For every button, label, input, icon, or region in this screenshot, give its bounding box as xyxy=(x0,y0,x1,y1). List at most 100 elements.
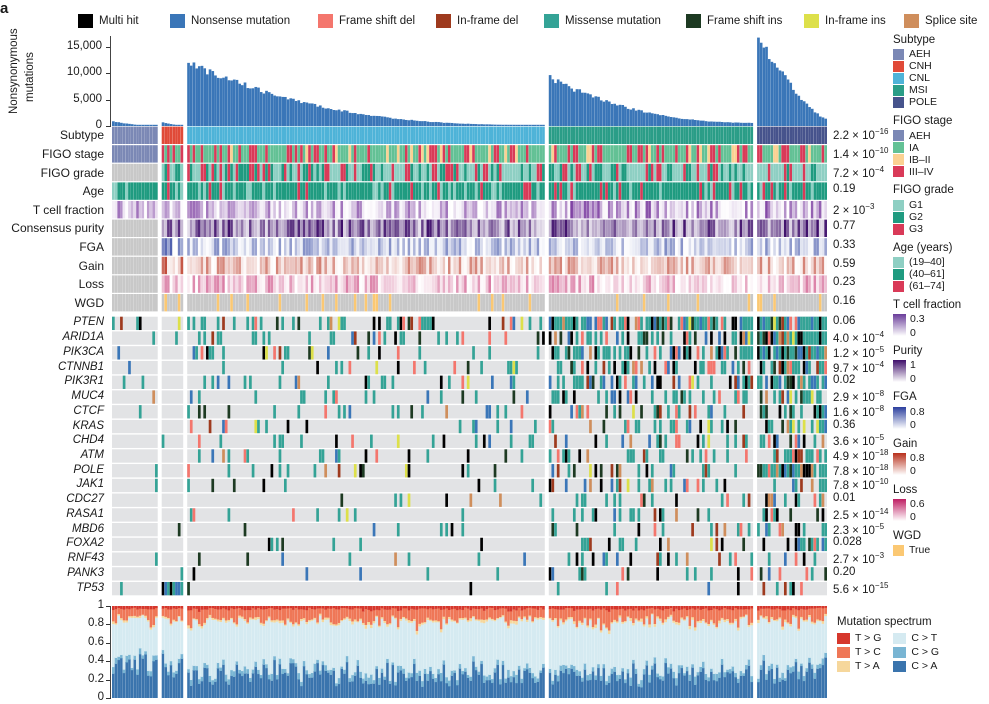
legend-label: C > T xyxy=(911,631,938,644)
legend-item-ib-ii: IB–II xyxy=(893,154,989,166)
axis-title-line2: mutations xyxy=(24,52,36,102)
spectrum-axis-tickmark xyxy=(106,642,111,644)
annotation-row-label-age: Age xyxy=(82,184,104,199)
annotation-row-label-subtype: Subtype xyxy=(59,128,104,143)
legend-swatch-icon xyxy=(893,268,904,280)
spectrum-axis-line xyxy=(110,606,112,698)
legend-item-g1: G1 xyxy=(893,198,989,211)
legend-swatch-icon xyxy=(904,14,919,28)
legend-label: (61–74] xyxy=(909,280,945,293)
legend-label: G1 xyxy=(909,198,924,211)
gene-row-label-foxa2: FOXA2 xyxy=(66,537,104,550)
gene-row-label-rnf43: RNF43 xyxy=(67,552,104,565)
gradient-min-label: 0 xyxy=(910,465,916,478)
legend-label: Multi hit xyxy=(99,15,139,27)
annotation-row-label-gain: Gain xyxy=(78,258,104,273)
gradient-swatch-icon xyxy=(893,360,906,383)
legend-swatch-icon xyxy=(893,646,907,658)
pvalue-age: 0.19 xyxy=(833,183,856,196)
gene-row-label-pten: PTEN xyxy=(73,316,104,329)
legend-gradient: 0.8 0 xyxy=(893,407,989,431)
legend-label: C > A xyxy=(911,659,938,672)
gradient-swatch-icon xyxy=(893,452,906,475)
legend-item--61-74-: (61–74] xyxy=(893,280,989,293)
legend-swatch-icon xyxy=(893,73,904,85)
legend-label: G2 xyxy=(909,210,924,223)
gene-row-label-jak1: JAK1 xyxy=(76,478,105,491)
legend-label: G3 xyxy=(909,222,924,235)
legend-block-gain: Gain 0.8 0 xyxy=(893,438,989,477)
legend-label: T > C xyxy=(855,645,881,658)
spectrum-axis-tickmark xyxy=(106,624,111,626)
spectrum-axis-tickmark xyxy=(106,698,111,699)
legend-swatch-icon xyxy=(893,166,904,178)
legend-swatch-icon xyxy=(893,85,904,97)
gene-row-label-chd4: CHD4 xyxy=(72,434,104,447)
gene-mutation-oncoprint xyxy=(112,316,827,596)
legend-block-title: FGA xyxy=(893,391,917,404)
legend-swatch-icon xyxy=(893,130,904,142)
legend-block-subtype: Subtype AEH CNH CNL MSI POLE xyxy=(893,34,989,109)
top-axis-tick-0: 15,000 xyxy=(66,39,102,52)
gradient-min-label: 0 xyxy=(910,326,916,339)
legend-swatch-icon xyxy=(78,14,93,28)
pvalue-foxa2: 0.028 xyxy=(833,536,862,549)
spectrum-axis-tick-5: 0 xyxy=(97,691,104,703)
gradient-labels: 0.8 0 xyxy=(910,407,925,431)
spectrum-axis-tick-0: 1 xyxy=(97,599,104,611)
nonsynonymous-mutations-barplot xyxy=(112,36,827,126)
legend-swatch-icon xyxy=(893,211,904,223)
panel-letter: a xyxy=(0,0,9,17)
annotation-row-label-loss: Loss xyxy=(78,277,104,292)
top-axis-tick-1: 10,000 xyxy=(66,66,102,79)
spectrum-legend-item-c-a: C > A xyxy=(893,660,939,672)
top-axis-line xyxy=(110,36,112,126)
pvalue-fga: 0.33 xyxy=(833,238,856,251)
legend-block-fga: FGA 0.8 0 xyxy=(893,391,989,430)
legend-item-missense-mutation: Missense mutation xyxy=(544,14,686,28)
gradient-min-label: 0 xyxy=(910,419,916,432)
gene-row-label-ctcf: CTCF xyxy=(73,404,104,417)
legend-item-g2: G2 xyxy=(893,210,989,223)
mutation-type-legend: Multi hit Nonsense mutation Frame shift de… xyxy=(78,12,983,30)
legend-item-nonsense-mutation: Nonsense mutation xyxy=(170,14,318,28)
legend-swatch-icon xyxy=(893,49,904,61)
legend-block-title: Loss xyxy=(893,483,918,496)
top-axis-tickmark xyxy=(106,46,111,48)
legend-gradient: 0.6 0 xyxy=(893,499,989,523)
legend-label: T > G xyxy=(855,631,882,644)
mutation-spectrum-stacked-barplot xyxy=(112,606,827,698)
annotation-legend-panel: Subtype AEH CNH CNL MSI POLE FIGO stage AEH IA IB… xyxy=(893,34,989,563)
legend-label: (40–61] xyxy=(909,268,945,281)
gradient-swatch-icon xyxy=(893,314,906,337)
legend-item-g3: G3 xyxy=(893,222,989,235)
gradient-max-label: 0.3 xyxy=(910,313,925,326)
spectrum-legend-item-t-c: T > C xyxy=(837,646,881,658)
legend-item-msi: MSI xyxy=(893,84,989,97)
gene-row-label-kras: KRAS xyxy=(72,419,104,432)
legend-block-loss: Loss 0.6 0 xyxy=(893,484,989,523)
legend-item-splice-site: Splice site xyxy=(904,14,977,28)
legend-swatch-icon xyxy=(170,14,185,28)
legend-label: MSI xyxy=(909,84,928,97)
pvalue-consensus-purity: 0.77 xyxy=(833,220,856,233)
legend-block-purity: Purity 1 0 xyxy=(893,345,989,384)
legend-label: In-frame del xyxy=(457,15,519,27)
legend-item--19-40-: (19–40] xyxy=(893,256,989,268)
legend-label: Nonsense mutation xyxy=(191,15,291,27)
gradient-labels: 0.3 0 xyxy=(910,314,925,338)
legend-item-pole: POLE xyxy=(893,97,989,109)
legend-swatch-icon xyxy=(893,256,904,268)
legend-swatch-icon xyxy=(436,14,451,28)
pvalue-mbd6: 2.3 × 10−5 xyxy=(833,521,885,537)
legend-block-age-years-: Age (years) (19–40] (40–61] (61–74] xyxy=(893,242,989,292)
legend-label: Frame shift del xyxy=(339,15,416,27)
top-axis-tickmark xyxy=(106,73,111,75)
gene-row-label-atm: ATM xyxy=(80,449,104,461)
legend-block-figo-stage: FIGO stage AEH IA IB–II III–IV xyxy=(893,115,989,178)
